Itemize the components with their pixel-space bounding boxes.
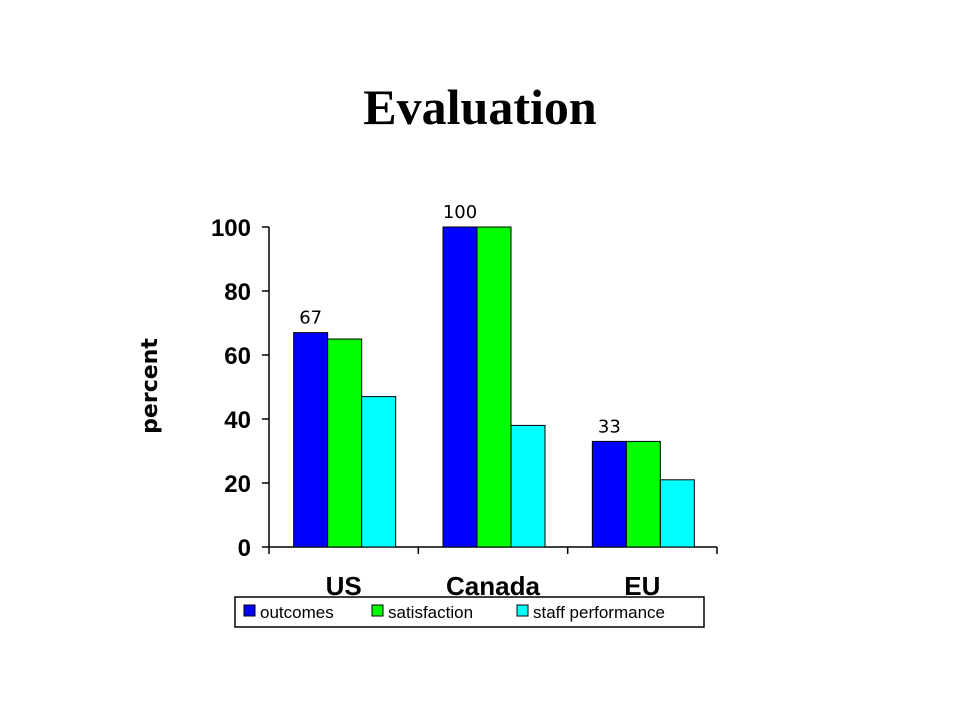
bar-staff-performance-canada (510, 424, 546, 548)
category-label: EU (624, 571, 660, 601)
bar-satisfaction-eu (625, 440, 661, 548)
y-tick-label: 40 (224, 407, 251, 434)
y-tick-label: 60 (224, 343, 251, 370)
bar-outcomes-eu (591, 440, 627, 548)
legend-swatch-staff-performance (516, 604, 529, 617)
bar-outcomes-canada (442, 226, 478, 548)
category-labels: US Canada EU (326, 571, 661, 601)
y-tick-label: 0 (238, 535, 251, 562)
legend-swatch-outcomes (243, 604, 256, 617)
category-label: Canada (446, 571, 540, 601)
y-tick-label: 100 (211, 215, 251, 242)
y-tick-labels: 0 20 40 60 80 100 (211, 215, 251, 562)
legend-label: satisfaction (388, 603, 473, 622)
data-label: 100 (443, 202, 477, 223)
bar-satisfaction-canada (476, 226, 512, 548)
bar-staff-performance-eu (659, 479, 695, 548)
bar-outcomes-us (293, 332, 329, 548)
legend-box (234, 596, 705, 628)
bar-satisfaction-us (327, 338, 363, 548)
slide-title: Evaluation (363, 79, 597, 135)
bar-staff-performance-us (361, 396, 397, 548)
legend-swatch-satisfaction (371, 604, 384, 617)
legend: outcomes satisfaction staff performance (234, 596, 705, 628)
y-axis-title: percent (138, 338, 163, 434)
data-label: 33 (598, 416, 621, 437)
y-tick-label: 80 (224, 279, 251, 306)
y-tick-label: 20 (224, 471, 251, 498)
legend-label: staff performance (533, 603, 665, 622)
data-labels: 67 100 33 (299, 202, 621, 437)
legend-label: outcomes (260, 603, 334, 622)
bar-series (293, 226, 695, 548)
data-label: 67 (299, 308, 322, 329)
category-label: US (326, 571, 362, 601)
